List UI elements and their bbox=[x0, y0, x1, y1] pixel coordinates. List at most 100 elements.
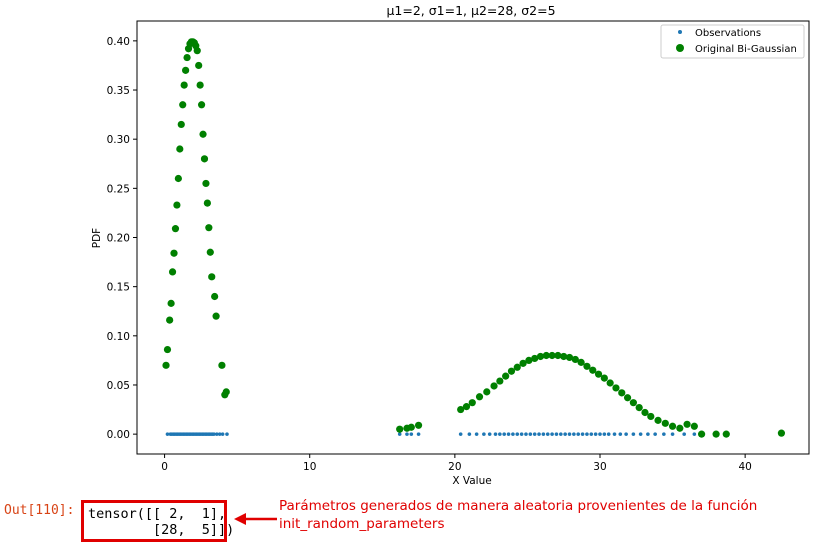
observation-point bbox=[515, 432, 520, 436]
y-tick-label: 0.15 bbox=[107, 282, 130, 294]
observation-point bbox=[653, 432, 657, 436]
observation-point bbox=[572, 432, 576, 436]
observation-point bbox=[524, 432, 528, 436]
bigaussian-series bbox=[162, 38, 786, 438]
observation-point bbox=[612, 432, 617, 436]
bigaussian-point bbox=[176, 145, 184, 153]
bigaussian-point bbox=[195, 61, 203, 70]
bigaussian-point bbox=[199, 130, 207, 138]
observation-point bbox=[405, 432, 409, 436]
observation-point bbox=[550, 432, 554, 436]
bigaussian-point bbox=[647, 412, 655, 421]
bigaussian-point bbox=[196, 81, 204, 89]
x-tick-label: 40 bbox=[738, 461, 751, 473]
bigaussian-point bbox=[182, 66, 190, 74]
bigaussian-point bbox=[600, 374, 608, 382]
observation-point bbox=[545, 432, 550, 436]
observation-point bbox=[606, 432, 611, 436]
bigaussian-point bbox=[203, 199, 211, 207]
annotation-line-2: init_random_parameters bbox=[279, 516, 445, 532]
bigaussian-point bbox=[641, 408, 649, 417]
bigaussian-point bbox=[193, 47, 201, 55]
observation-point bbox=[482, 432, 486, 436]
x-axis: 0 10 20 30 40 bbox=[161, 454, 752, 473]
bigaussian-point bbox=[490, 382, 498, 390]
bigaussian-point bbox=[525, 356, 533, 364]
observation-point bbox=[165, 432, 170, 436]
output-prompt: Out[110]: bbox=[4, 503, 75, 518]
observation-point bbox=[528, 432, 533, 436]
bigaussian-point bbox=[548, 351, 556, 360]
observation-point bbox=[506, 432, 511, 436]
bigaussian-chart: μ1=2, σ1=1, μ2=28, σ2=5 0 10 20 30 40 0.000.… bbox=[91, 3, 810, 487]
bigaussian-point bbox=[163, 345, 172, 354]
observation-point bbox=[511, 432, 515, 436]
legend: Observations Original Bi-Gaussian bbox=[660, 24, 805, 59]
observation-point bbox=[580, 432, 585, 436]
bigaussian-point bbox=[629, 399, 637, 407]
bigaussian-point bbox=[475, 393, 484, 401]
observation-point bbox=[409, 432, 414, 436]
y-axis: 0.00 0.05 0.10 0.15 0.20 0.25 0.30 0.35 0.40 bbox=[107, 36, 137, 441]
tensor-output-box: tensor([[ 2, 1], [28, 5]]) bbox=[81, 500, 234, 542]
bigaussian-point bbox=[462, 403, 471, 411]
observation-point bbox=[682, 432, 686, 436]
bigaussian-point bbox=[457, 405, 465, 414]
observation-point bbox=[212, 432, 216, 436]
y-tick-label: 0.00 bbox=[107, 429, 130, 441]
bigaussian-point bbox=[396, 425, 404, 433]
observation-point bbox=[618, 432, 623, 436]
observation-point bbox=[624, 432, 628, 436]
bigaussian-point bbox=[205, 224, 213, 232]
observation-point bbox=[217, 432, 222, 436]
observation-point bbox=[493, 432, 498, 436]
y-tick-label: 0.05 bbox=[107, 380, 130, 392]
bigaussian-point bbox=[202, 179, 210, 188]
bigaussian-point bbox=[519, 359, 527, 367]
bigaussian-point bbox=[531, 354, 539, 363]
observation-point bbox=[519, 432, 524, 436]
bigaussian-point bbox=[683, 420, 691, 428]
observation-point bbox=[567, 432, 572, 436]
bigaussian-point bbox=[180, 81, 188, 89]
bigaussian-point bbox=[168, 268, 177, 276]
bigaussian-point bbox=[594, 370, 603, 378]
x-tick-label: 0 bbox=[161, 461, 168, 473]
y-tick-label: 0.40 bbox=[107, 36, 130, 48]
bigaussian-point bbox=[218, 361, 226, 369]
bigaussian-point bbox=[690, 422, 698, 430]
bigaussian-point bbox=[542, 351, 550, 360]
legend-label-bigaussian: Original Bi-Gaussian bbox=[695, 44, 797, 55]
observation-point bbox=[215, 432, 219, 436]
bigaussian-point bbox=[496, 377, 504, 385]
bigaussian-point bbox=[208, 273, 216, 281]
bigaussian-point bbox=[222, 388, 230, 396]
y-tick-label: 0.10 bbox=[107, 331, 130, 343]
plot-frame bbox=[136, 20, 810, 455]
bigaussian-point bbox=[606, 379, 614, 387]
bigaussian-point bbox=[554, 351, 562, 360]
x-tick-label: 20 bbox=[448, 461, 461, 473]
observation-point bbox=[537, 432, 541, 436]
observation-point bbox=[602, 432, 607, 436]
bigaussian-point bbox=[560, 352, 568, 361]
bigaussian-point bbox=[167, 299, 175, 307]
bigaussian-point bbox=[183, 53, 191, 62]
bigaussian-point bbox=[483, 388, 491, 396]
bigaussian-point bbox=[618, 389, 626, 397]
bigaussian-point bbox=[177, 120, 185, 129]
observation-point bbox=[631, 432, 636, 436]
observation-point bbox=[474, 432, 479, 436]
bigaussian-point bbox=[166, 316, 174, 324]
bigaussian-point bbox=[407, 423, 415, 431]
tensor-output-line-1: tensor([[ 2, 1], bbox=[88, 506, 227, 522]
bigaussian-point bbox=[212, 312, 220, 320]
observation-point bbox=[576, 432, 581, 436]
bigaussian-point bbox=[211, 292, 219, 301]
bigaussian-point bbox=[173, 201, 181, 209]
observations-series bbox=[165, 432, 729, 436]
observation-point bbox=[498, 432, 502, 436]
bigaussian-point bbox=[206, 248, 214, 256]
bigaussian-point bbox=[179, 101, 187, 109]
observation-point bbox=[559, 432, 563, 436]
